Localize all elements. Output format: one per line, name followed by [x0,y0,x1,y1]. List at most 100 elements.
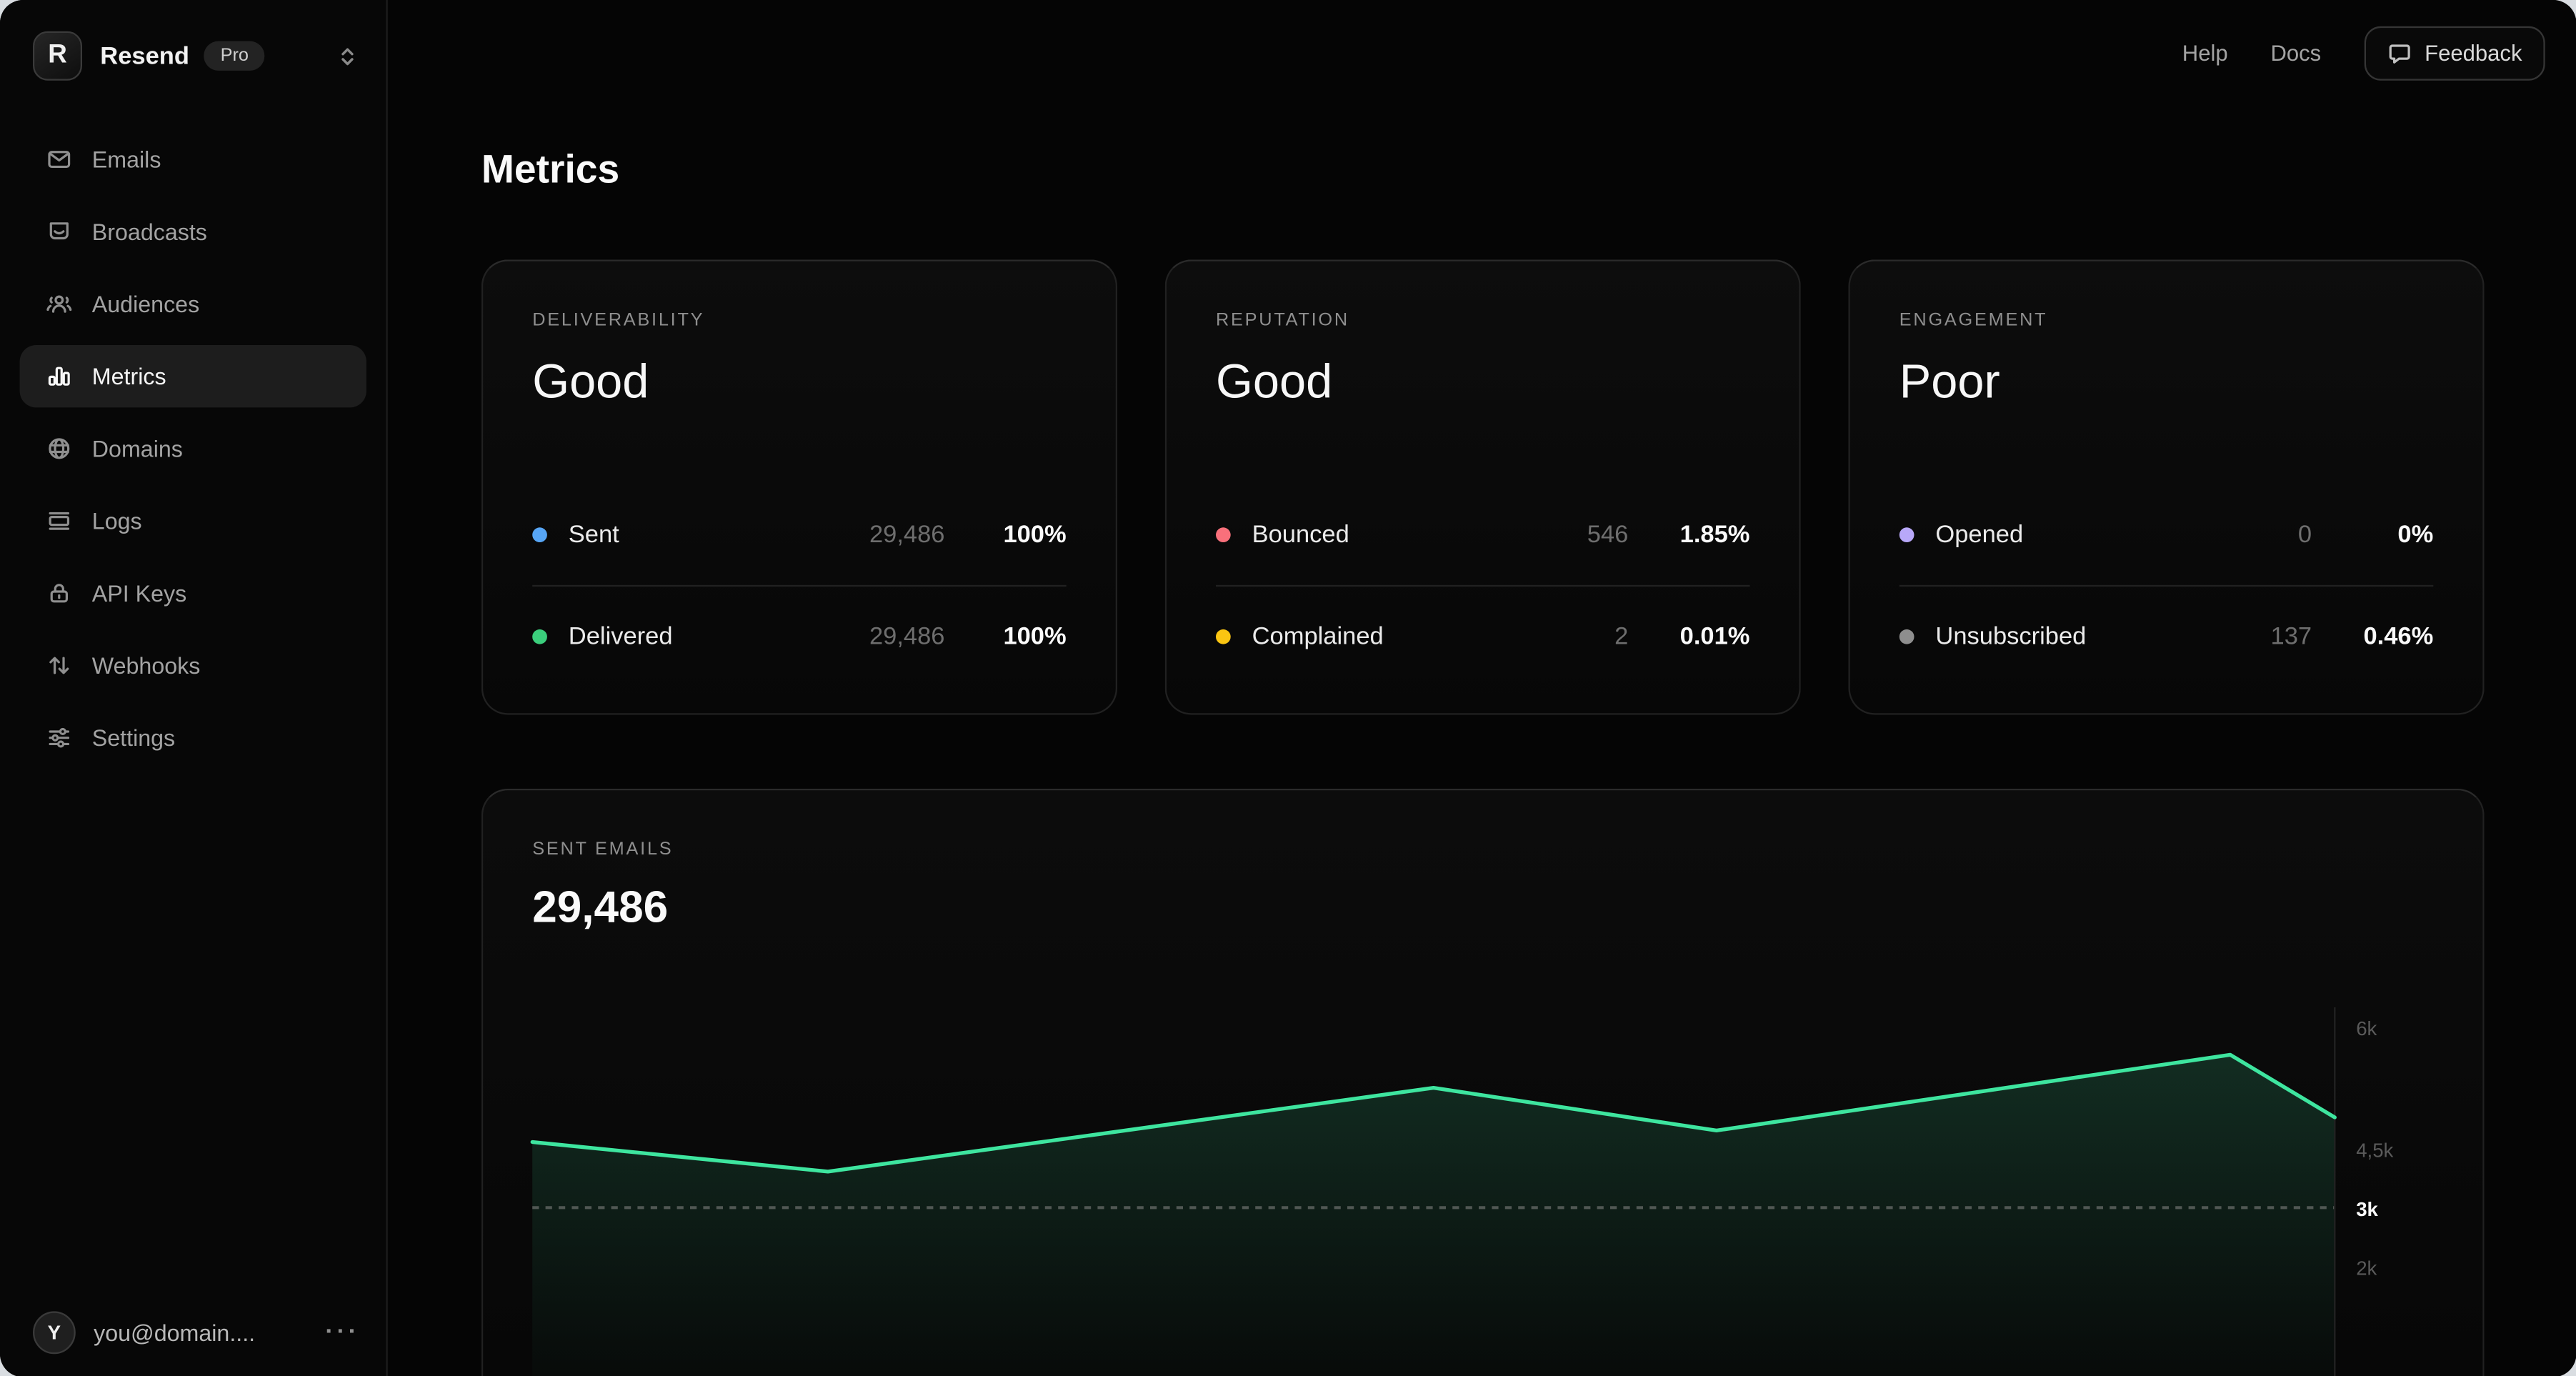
card-deliverability: DELIVERABILITY Good Sent 29,486 100% Delivere… [481,259,1117,715]
account-row: Y you@domain.... ··· [0,1292,386,1376]
help-link[interactable]: Help [2182,40,2228,65]
globe-icon [46,436,72,462]
sidebar-item-api-keys[interactable]: API Keys [20,562,366,624]
sidebar-item-label: Webhooks [91,652,201,679]
sidebar-item-label: Domains [91,435,183,462]
envelope-icon [46,146,72,173]
sidebar-item-label: Audiences [91,291,200,317]
resend-logo-icon: R [33,31,82,81]
metric-value: 29,486 [869,622,945,651]
metric-value: 0 [2297,519,2312,549]
card-reputation: REPUTATION Good Bounced 546 1.85% Complained 2… [1164,259,1801,715]
sidebar-item-broadcasts[interactable]: Broadcasts [20,201,366,263]
card-rows: Opened 0 0% Unsubscribed 137 0.46% [1899,483,2434,687]
page-title: Metrics [481,148,620,193]
plan-badge: Pro [204,41,266,71]
legend-dot-icon [1216,629,1231,644]
sidebar-item-emails[interactable]: Emails [20,128,366,190]
user-email: you@domain.... [94,1319,256,1346]
ellipsis-icon[interactable]: ··· [325,1317,360,1346]
legend-dot-icon [1899,527,1914,542]
card-status: Poor [1899,357,2000,409]
chevron-up-down-icon[interactable] [335,44,360,69]
bar-chart-icon [46,363,72,389]
card-category: REPUTATION [1216,310,1349,331]
lock-icon [46,580,72,607]
metric-row-opened: Opened 0 0% [1899,483,2434,585]
card-rows: Sent 29,486 100% Delivered 29,486 100% [532,483,1067,687]
y-tick-label: 2k [2356,1257,2377,1280]
feedback-button[interactable]: Feedback [2364,25,2545,80]
metric-row-delivered: Delivered 29,486 100% [532,584,1067,687]
sidebar-item-label: Broadcasts [91,218,207,245]
metric-percent: 100% [1003,519,1067,549]
metric-percent: 100% [1003,622,1067,651]
avatar: Y [33,1311,76,1355]
metric-label: Sent [568,519,619,549]
sidebar-item-label: Logs [91,507,142,534]
topbar: Help Docs Feedback [389,0,2576,105]
y-tick-label: 6k [2356,1017,2377,1040]
metric-row-unsubscribed: Unsubscribed 137 0.46% [1899,584,2434,687]
sidebar-item-domains[interactable]: Domains [20,417,366,479]
main-area: Help Docs Feedback Metrics DELIVERABILIT… [389,0,2576,1376]
metric-label: Opened [1935,519,2024,549]
metric-value: 137 [2270,622,2312,651]
sidebar-item-label: Emails [91,146,161,173]
legend-dot-icon [1216,527,1231,542]
metric-row-sent: Sent 29,486 100% [532,483,1067,585]
content: Metrics DELIVERABILITY Good Sent 29,486 100%… [481,148,2485,1376]
sidebar-item-label: API Keys [91,579,187,607]
broadcast-icon [46,219,72,245]
metric-percent: 0.46% [2363,622,2434,651]
metric-value: 29,486 [869,519,945,549]
metric-cards: DELIVERABILITY Good Sent 29,486 100% Delivere… [481,259,2485,715]
card-category: ENGAGEMENT [1899,310,2048,331]
metric-row-complained: Complained 2 0.01% [1216,584,1750,687]
sidebar-item-logs[interactable]: Logs [20,489,366,552]
sent-emails-total: 29,486 [532,882,669,932]
sidebar: R Resend Pro Emails Broadcasts Audiences Me… [0,0,388,1376]
metric-percent: 1.85% [1679,519,1750,549]
sidebar-item-metrics[interactable]: Metrics [19,345,366,408]
sidebar-item-settings[interactable]: Settings [20,707,366,769]
metric-label: Bounced [1252,519,1349,549]
metric-percent: 0.01% [1679,622,1750,651]
area-fill [532,1055,2335,1376]
y-tick-label: 4,5k [2356,1139,2393,1161]
card-status: Good [1216,357,1333,409]
card-rows: Bounced 546 1.85% Complained 2 0.01% [1216,483,1750,687]
chat-bubble-icon [2387,40,2412,65]
metric-percent: 0% [2397,519,2434,549]
people-icon [46,291,72,317]
metric-label: Complained [1252,622,1384,651]
docs-link[interactable]: Docs [2270,40,2322,65]
metric-label: Delivered [568,622,673,651]
sidebar-nav: Emails Broadcasts Audiences Metrics Domains L… [0,105,386,769]
sidebar-item-label: Settings [91,724,176,752]
legend-dot-icon [532,527,547,542]
org-switcher[interactable]: R Resend Pro [0,0,386,105]
card-engagement: ENGAGEMENT Poor Opened 0 0% Unsubscribed 137 0.… [1848,259,2485,715]
rows-icon [46,508,72,534]
arrows-up-down-icon [46,652,72,679]
brand-name: Resend [100,41,189,70]
sidebar-item-webhooks[interactable]: Webhooks [20,634,366,697]
metric-value: 546 [1587,519,1629,549]
legend-dot-icon [1899,629,1914,644]
feedback-label: Feedback [2425,40,2522,65]
card-status: Good [532,357,649,409]
sent-line [530,1052,2337,1174]
metric-label: Unsubscribed [1935,622,2087,651]
sent-emails-chart: 6k 4,5k 3k 2k [530,1007,2394,1376]
metric-value: 2 [1614,622,1629,651]
sidebar-item-audiences[interactable]: Audiences [20,273,366,335]
sliders-icon [46,724,72,751]
y-tick-label: 3k [2356,1198,2378,1220]
legend-dot-icon [532,629,547,644]
metric-row-bounced: Bounced 546 1.85% [1216,483,1750,585]
sent-emails-card: SENT EMAILS 29,486 6k 4,5k 3k 2k [481,789,2485,1376]
sidebar-item-label: Metrics [91,363,166,390]
sent-emails-label: SENT EMAILS [532,839,674,859]
